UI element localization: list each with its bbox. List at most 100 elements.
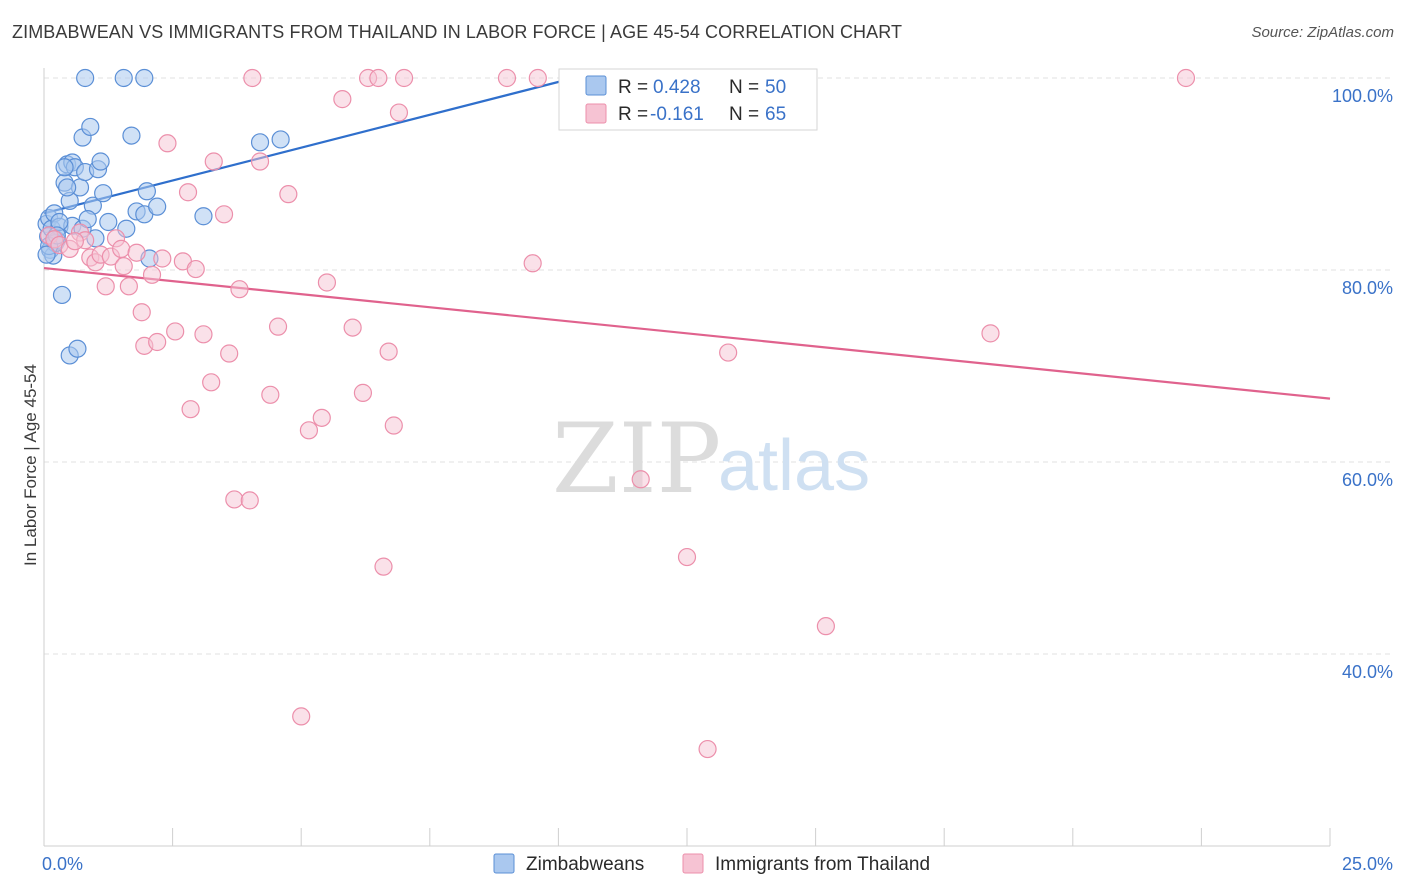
x-tick-labels: 0.0% 25.0% bbox=[42, 854, 1393, 874]
legend-label-thailand: Immigrants from Thailand bbox=[715, 854, 930, 875]
y-tick-label: 60.0% bbox=[1342, 470, 1393, 490]
data-point-zimbabweans bbox=[68, 339, 87, 358]
data-point-zimbabweans bbox=[137, 182, 156, 201]
data-point-thailand bbox=[816, 617, 835, 636]
data-point-thailand bbox=[312, 408, 331, 427]
data-point-thailand bbox=[528, 68, 547, 88]
y-tick-labels: 40.0% 60.0% 80.0% 100.0% bbox=[1332, 86, 1393, 682]
y-tick-label: 100.0% bbox=[1332, 86, 1393, 106]
data-point-thailand bbox=[384, 416, 403, 435]
trend-line-thailand bbox=[43, 266, 1331, 400]
axes bbox=[43, 68, 1331, 847]
data-point-zimbabweans bbox=[94, 184, 113, 203]
data-point-zimbabweans bbox=[81, 117, 100, 137]
data-point-thailand bbox=[343, 318, 362, 337]
stats-r-label-blue: R = bbox=[618, 77, 648, 98]
data-point-thailand bbox=[148, 332, 167, 352]
data-point-thailand bbox=[220, 344, 239, 363]
data-point-thailand bbox=[114, 257, 133, 276]
stats-r-value-blue: 0.428 bbox=[653, 77, 701, 98]
data-point-thailand bbox=[119, 277, 138, 296]
data-point-thailand bbox=[202, 373, 221, 392]
watermark-zip: ZIP bbox=[552, 403, 721, 515]
data-point-thailand bbox=[268, 317, 288, 336]
chart-title: ZIMBABWEAN VS IMMIGRANTS FROM THAILAND I… bbox=[12, 22, 903, 42]
stats-r-value-pink: -0.161 bbox=[650, 104, 704, 125]
y-tick-label: 80.0% bbox=[1342, 278, 1393, 298]
data-point-thailand bbox=[112, 239, 131, 258]
data-point-thailand bbox=[166, 322, 185, 341]
data-point-thailand bbox=[158, 134, 177, 153]
y-axis-label: In Labor Force | Age 45-54 bbox=[21, 364, 40, 566]
data-point-zimbabweans bbox=[37, 245, 56, 264]
data-point-zimbabweans bbox=[99, 212, 118, 232]
data-point-zimbabweans bbox=[55, 158, 74, 177]
data-point-thailand bbox=[497, 68, 517, 88]
data-point-thailand bbox=[299, 421, 319, 440]
watermark-atlas: atlas bbox=[718, 426, 870, 506]
data-point-thailand bbox=[243, 68, 262, 88]
x-tick-label: 25.0% bbox=[1342, 854, 1393, 874]
data-point-thailand bbox=[178, 183, 198, 202]
data-point-thailand bbox=[225, 490, 244, 509]
data-point-thailand bbox=[981, 324, 1000, 343]
data-point-thailand bbox=[250, 152, 270, 171]
data-point-zimbabweans bbox=[271, 130, 290, 149]
data-point-thailand bbox=[132, 303, 151, 322]
data-point-thailand bbox=[523, 254, 542, 273]
source-label: Source: ZipAtlas.com bbox=[1251, 24, 1394, 41]
trend-line-zimbabweans bbox=[43, 76, 575, 215]
data-point-thailand bbox=[65, 232, 84, 251]
legend-swatch-thailand bbox=[682, 853, 704, 874]
data-point-thailand bbox=[317, 273, 337, 292]
data-point-thailand bbox=[631, 470, 650, 489]
series-zimbabweans bbox=[37, 68, 290, 365]
data-point-thailand bbox=[261, 385, 280, 404]
legend-swatch-zimbabweans bbox=[493, 853, 515, 874]
data-point-zimbabweans bbox=[91, 152, 110, 171]
data-point-zimbabweans bbox=[58, 178, 77, 197]
data-point-zimbabweans bbox=[78, 210, 97, 229]
data-point-thailand bbox=[186, 259, 205, 279]
data-point-thailand bbox=[153, 249, 172, 268]
data-point-thailand bbox=[389, 103, 409, 122]
data-point-thailand bbox=[333, 90, 352, 109]
watermark: ZIP atlas bbox=[552, 403, 870, 515]
legend: Zimbabweans Immigrants from Thailand bbox=[493, 853, 930, 875]
data-point-thailand bbox=[677, 547, 697, 567]
data-point-thailand bbox=[369, 68, 388, 88]
x-tick-label: 0.0% bbox=[42, 854, 83, 874]
data-point-thailand bbox=[374, 557, 393, 576]
gridlines bbox=[44, 77, 1392, 655]
data-point-thailand bbox=[230, 280, 249, 299]
data-point-thailand bbox=[194, 325, 213, 344]
stats-n-label-blue: N = bbox=[729, 77, 759, 98]
data-point-thailand bbox=[142, 265, 162, 284]
data-point-thailand bbox=[96, 277, 115, 296]
data-point-zimbabweans bbox=[76, 68, 95, 88]
data-point-thailand bbox=[127, 243, 146, 262]
stats-n-value-pink: 65 bbox=[765, 104, 786, 125]
data-point-thailand bbox=[240, 491, 259, 510]
stats-n-label-pink: N = bbox=[729, 104, 759, 125]
legend-label-zimbabweans: Zimbabweans bbox=[526, 854, 644, 875]
stats-swatch-pink bbox=[585, 103, 607, 124]
series-immigrants-thailand bbox=[40, 68, 1196, 759]
data-point-zimbabweans bbox=[194, 207, 213, 226]
data-point-thailand bbox=[279, 185, 298, 204]
data-point-thailand bbox=[214, 205, 234, 224]
data-point-thailand bbox=[353, 383, 373, 402]
data-point-thailand bbox=[379, 342, 398, 361]
data-point-thailand bbox=[719, 343, 738, 362]
data-point-thailand bbox=[1176, 68, 1196, 88]
data-point-zimbabweans bbox=[114, 68, 133, 88]
data-point-thailand bbox=[394, 68, 414, 88]
data-point-zimbabweans bbox=[122, 126, 141, 145]
trend-lines bbox=[43, 76, 1331, 400]
data-point-zimbabweans bbox=[148, 197, 167, 216]
data-point-thailand bbox=[204, 152, 223, 171]
stats-swatch-blue bbox=[585, 75, 607, 96]
data-point-zimbabweans bbox=[52, 285, 72, 305]
data-point-thailand bbox=[698, 739, 717, 759]
